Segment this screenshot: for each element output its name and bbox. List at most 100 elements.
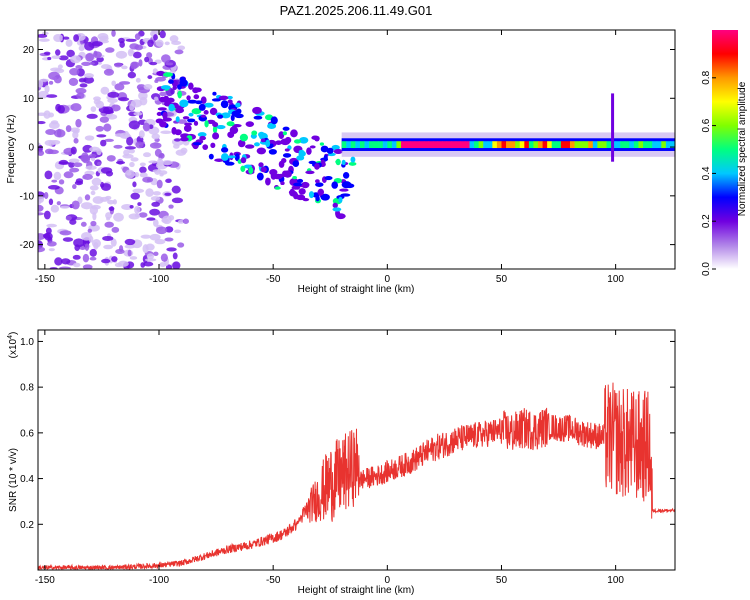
colorbar-tick-label: 0.2 [701,214,712,228]
spectrogram-cell [103,123,112,132]
spectrogram-cell [151,201,160,207]
spectrogram-cell [114,83,125,91]
spectrogram-cell [234,153,240,162]
spectrogram-signal [451,141,457,149]
snr-scale-close: ) [8,332,19,335]
spectrogram-cell [212,125,218,134]
spectrogram-spike [611,93,615,162]
spectrogram-signal [442,141,448,149]
snr-y-tick-label: 0.4 [20,474,34,485]
spectrogram-cell [68,77,79,86]
spectrogram-cell [48,121,60,130]
spectrogram-cell [220,112,231,119]
spectrogram-cell [69,167,80,173]
spectrogram-cell [335,160,340,164]
spectrogram-cell [164,192,172,196]
spectrogram-signal [423,141,429,149]
spectrogram-signal [492,141,498,149]
spectrogram-cell [56,201,62,206]
spectrogram-cell [81,61,91,66]
spectrogram-cell [85,165,97,170]
spectrogram-cell [152,169,162,173]
spectrogram-cell [138,212,148,218]
spectrogram-cell [180,137,189,142]
spectrogram-cell [73,162,83,168]
spectrogram-signal [528,141,534,149]
spectrogram-cell [84,243,90,251]
spectrogram-cell [72,254,81,260]
spectrogram-cell [143,84,153,90]
spectrogram-cell [221,153,229,161]
spectrogram-signal [670,141,675,149]
spectrogram-signal [560,141,566,149]
spectrogram-signal [414,141,420,149]
spectrogram-cell [146,217,156,221]
spectrogram-cell [113,212,124,222]
spectrogram-cell [91,177,102,186]
spectrogram-cell [100,64,112,70]
spectrogram-cell [38,38,50,42]
spectrogram-x-ticks: -150 -100 -50 0 50 100 [35,30,624,285]
spectrogram-cell [86,113,98,119]
spectrogram-cell [65,125,72,133]
spectrogram-signal [606,141,612,149]
spectrogram-cell [168,204,174,209]
spectrogram-cell [92,196,104,204]
spectrogram-cell [237,139,246,148]
spectrogram-cell [194,100,203,105]
spectrogram-cell [44,170,53,180]
spectrogram-cell [43,192,49,200]
spectrogram-cell [160,85,171,90]
spectrogram-cell [38,195,45,203]
spectrogram-cell [111,30,116,37]
spectrogram-cell [103,68,114,76]
spectrogram-signal [501,141,507,149]
spectrogram-cell [105,212,112,219]
spectrogram-cell [84,194,91,201]
spectrogram-cell [38,112,47,116]
spectrogram-x-tick-label: 0 [385,274,391,285]
spectrogram-signal [661,141,667,149]
spectrogram-cell [148,160,158,164]
spectrogram-cell [293,192,299,200]
snr-y-tick-label: 0.8 [20,383,34,394]
spectrogram-cell [292,175,297,180]
spectrogram-cell [76,92,85,99]
spectrogram-cell [50,67,62,72]
spectrogram-cell [58,159,69,165]
spectrogram-cell [72,129,80,134]
spectrogram-signal [346,141,352,149]
spectrogram-cell [149,142,162,149]
spectrogram-signal [350,141,356,149]
spectrogram-cell [157,157,164,167]
spectrogram-y-tick-label: 10 [23,94,35,105]
spectrogram-cell [129,161,135,168]
spectrogram-cell [73,34,80,42]
spectrogram-cell [161,160,173,166]
spectrogram-signal [633,141,639,149]
spectrogram-cell [85,52,95,62]
spectrogram-cell [158,96,167,103]
spectrogram-cell [165,178,172,184]
spectrogram-cell [172,85,178,90]
spectrogram-signal [510,141,516,149]
spectrogram-cell [75,118,82,128]
spectrogram-cell [299,136,309,144]
spectrogram-cell [209,107,218,116]
spectrogram-cell [44,85,50,93]
spectrogram-cell [68,161,75,168]
spectrogram-signal [647,141,653,149]
snr-x-tick-label: 0 [385,575,391,586]
spectrogram-cell [170,88,175,95]
spectrogram-cell [159,120,167,128]
spectrogram-cell [156,70,166,77]
spectrogram-cell [89,248,97,257]
spectrogram-cell [48,198,54,206]
spectrogram-signal [369,141,375,149]
spectrogram-cell [174,229,182,234]
spectrogram-signal [382,141,388,149]
spectrogram-cell [80,154,90,162]
spectrogram-cell [125,38,137,42]
spectrogram-cell [254,142,260,147]
spectrogram-signal [547,141,553,149]
